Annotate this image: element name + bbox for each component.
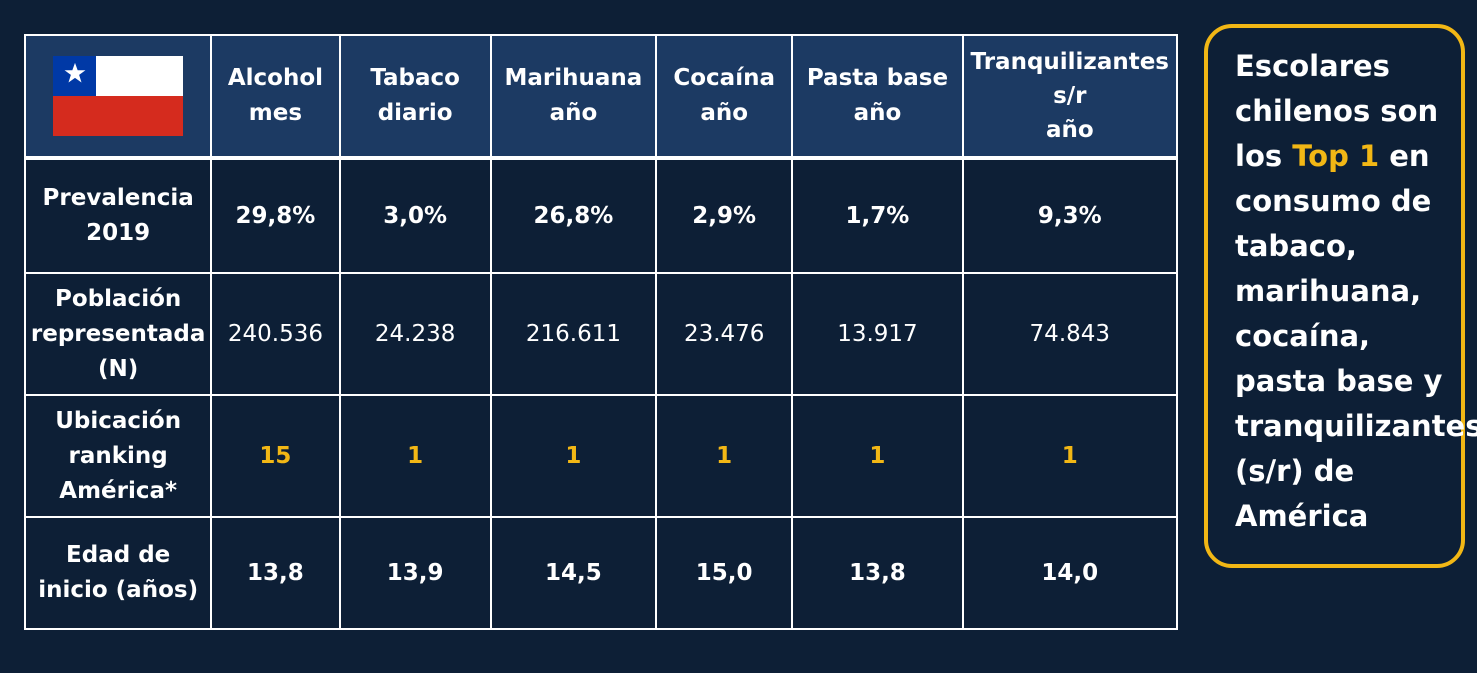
table-cell: 14,0 — [961, 516, 1179, 630]
table-cell: 240.536 — [210, 272, 341, 396]
table-cell: 13,8 — [791, 516, 964, 630]
col-header-marihuana: Marihuana año — [489, 34, 658, 159]
table-row-edad-inicio: Edad de inicio (años) 13,8 13,9 14,5 15,… — [23, 516, 1179, 630]
table-cell: 9,3% — [961, 157, 1179, 274]
row-label: Prevalencia 2019 — [23, 157, 213, 274]
col-header-pasta-base: Pasta base año — [791, 34, 964, 159]
table-cell: 14,5 — [489, 516, 658, 630]
table-row-ranking: Ubicación ranking América* 15 1 1 1 1 1 — [23, 394, 1179, 518]
callout-text-start: Escolares chilenos son los — [1235, 49, 1439, 173]
table-cell: 1 — [961, 394, 1179, 518]
data-table-container: Alcohol mes Tabaco diario Marihuana año … — [23, 34, 1179, 630]
callout-text-end: en consumo de tabaco, marihuana, cocaína… — [1235, 139, 1477, 533]
flag-cell — [23, 34, 213, 159]
table-cell: 2,9% — [655, 157, 794, 274]
callout-highlight: Top 1 — [1292, 139, 1380, 173]
table-cell: 15 — [210, 394, 341, 518]
col-header-tranquilizantes: Tranquilizantes s/r año — [961, 34, 1179, 159]
table-row-poblacion: Población representada (N) 240.536 24.23… — [23, 272, 1179, 396]
table-cell: 23.476 — [655, 272, 794, 396]
table-cell: 29,8% — [210, 157, 341, 274]
table-cell: 1 — [655, 394, 794, 518]
col-header-cocaina: Cocaína año — [655, 34, 794, 159]
table-cell: 216.611 — [489, 272, 658, 396]
table-cell: 13,9 — [338, 516, 492, 630]
row-label: Edad de inicio (años) — [23, 516, 213, 630]
table-cell: 24.238 — [338, 272, 492, 396]
col-header-tabaco: Tabaco diario — [338, 34, 492, 159]
table-cell: 1 — [791, 394, 964, 518]
table-row-prevalencia: Prevalencia 2019 29,8% 3,0% 26,8% 2,9% 1… — [23, 157, 1179, 274]
table-cell: 13,8 — [210, 516, 341, 630]
prevalence-table: Alcohol mes Tabaco diario Marihuana año … — [23, 34, 1179, 630]
table-cell: 13.917 — [791, 272, 964, 396]
callout-box: Escolares chilenos son los Top 1 en cons… — [1204, 24, 1477, 568]
table-cell: 1 — [338, 394, 492, 518]
col-header-alcohol: Alcohol mes — [210, 34, 341, 159]
table-cell: 3,0% — [338, 157, 492, 274]
table-cell: 26,8% — [489, 157, 658, 274]
header-row: Alcohol mes Tabaco diario Marihuana año … — [23, 34, 1179, 159]
row-label: Población representada (N) — [23, 272, 213, 396]
chile-flag-icon — [53, 56, 184, 136]
row-label: Ubicación ranking América* — [23, 394, 213, 518]
table-cell: 15,0 — [655, 516, 794, 630]
table-cell: 74.843 — [961, 272, 1179, 396]
table-cell: 1 — [489, 394, 658, 518]
table-cell: 1,7% — [791, 157, 964, 274]
